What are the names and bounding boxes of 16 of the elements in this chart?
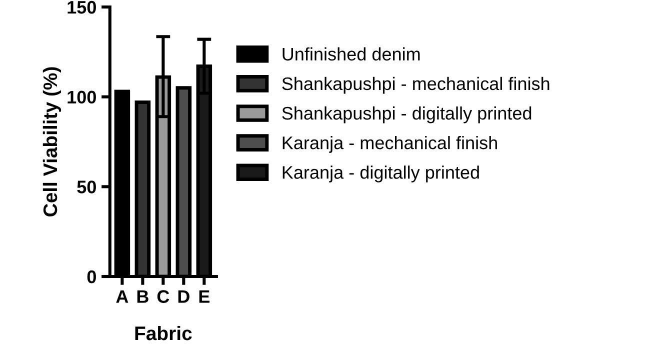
x-axis-title: Fabric [135, 326, 192, 340]
x-tick-label: A [116, 290, 128, 303]
legend-label: Unfinished denim [282, 47, 420, 61]
y-tick-label: 50 [77, 180, 96, 194]
legend-label: Shankapushpi - digitally printed [282, 106, 532, 124]
y-tick-label: 100 [68, 90, 96, 104]
y-tick-label: 150 [68, 0, 96, 14]
legend-label: Shankapushpi - mechanical finish [282, 76, 550, 94]
y-axis-title: Cell Viability (%) [42, 67, 62, 216]
x-tick-label: E [199, 290, 210, 303]
y-tick-label: 0 [87, 270, 96, 284]
legend-label: Karanja - digitally printed [282, 166, 479, 182]
x-tick-label: C [157, 290, 170, 303]
x-tick-label: B [137, 290, 148, 303]
legend-label: Karanja - mechanical finish [282, 136, 497, 153]
x-tick-label: D [178, 290, 190, 303]
